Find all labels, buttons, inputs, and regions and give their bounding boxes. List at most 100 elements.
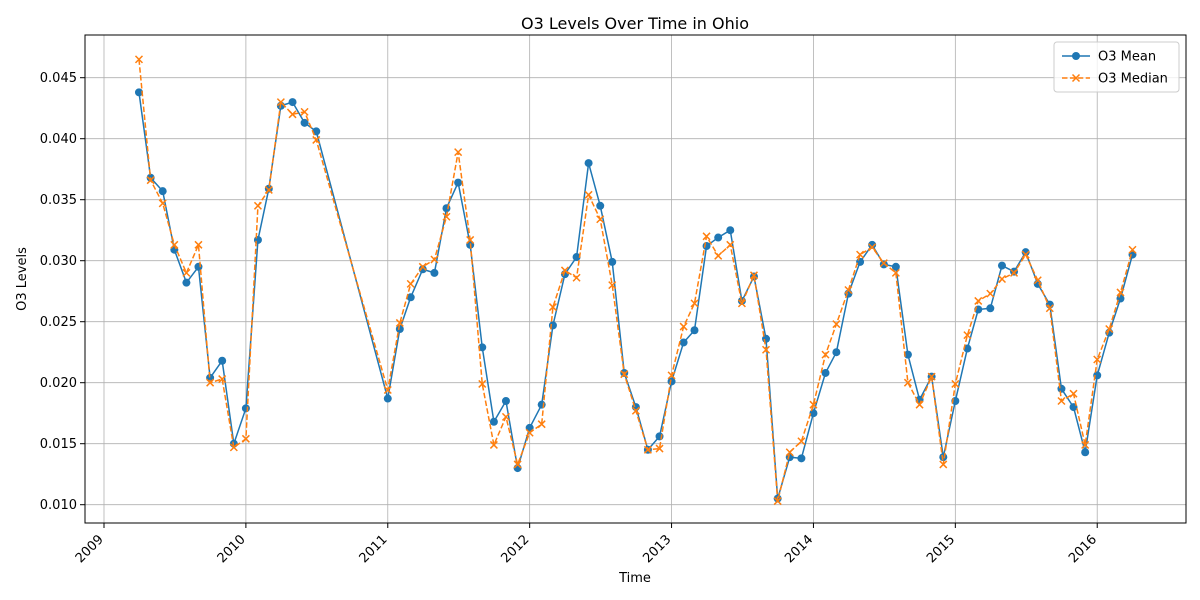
- y-tick-label: 0.045: [40, 71, 77, 86]
- o3-median-point: [927, 372, 936, 381]
- o3-median-point: [1057, 396, 1066, 406]
- o3-median-point: [537, 420, 546, 429]
- o3-mean-point: [288, 98, 297, 107]
- o3-median-point: [655, 444, 664, 453]
- o3-mean-point: [903, 350, 912, 359]
- o3-mean-point: [430, 268, 439, 277]
- o3-mean-point: [1057, 384, 1066, 393]
- o3-median-point: [620, 370, 629, 379]
- o3-mean-point: [891, 262, 900, 271]
- o3-median-line: [138, 59, 1134, 502]
- o3-median-point: [785, 448, 794, 457]
- o3-median-point: [986, 289, 995, 298]
- o3-median-point: [832, 320, 841, 329]
- o3-mean-point: [1081, 448, 1090, 457]
- plot-area: [85, 35, 1186, 523]
- o3-mean-point: [395, 325, 404, 334]
- o3-mean-point: [690, 326, 699, 335]
- o3-median-point: [879, 259, 888, 268]
- o3-median-point: [726, 240, 735, 249]
- o3-mean-point: [406, 293, 415, 302]
- o3-median-point: [276, 98, 285, 107]
- legend: O3 Mean O3 Median: [1053, 41, 1180, 93]
- o3-median-point: [915, 400, 924, 409]
- o3-median-point: [418, 262, 427, 271]
- o3-mean-point: [134, 88, 143, 97]
- o3-mean-point: [714, 233, 723, 242]
- o3-mean-point: [489, 417, 498, 426]
- o3-median-point: [264, 185, 273, 194]
- o3-median-point: [560, 266, 569, 275]
- y-tick-label: 0.035: [40, 193, 77, 208]
- o3-median-point: [797, 437, 806, 446]
- o3-median-point: [749, 271, 758, 280]
- o3-mean-point: [182, 278, 191, 287]
- o3-median-point: [1093, 355, 1102, 364]
- o3-median-point: [821, 350, 830, 359]
- legend-label-o3-median: O3 Median: [1098, 72, 1168, 87]
- o3-mean-point: [986, 304, 995, 313]
- o3-mean-point: [454, 178, 463, 187]
- chart-title: O3 Levels Over Time in Ohio: [521, 14, 749, 33]
- y-tick-label: 0.010: [40, 498, 77, 513]
- o3-median-point: [667, 371, 676, 380]
- o3-median-point: [513, 460, 522, 469]
- o3-mean-point: [478, 343, 487, 352]
- o3-mean-point: [963, 344, 972, 353]
- o3-median-point: [501, 412, 510, 421]
- o3-mean-point: [241, 404, 250, 413]
- o3-median-point: [679, 322, 688, 331]
- y-tick-label: 0.025: [40, 315, 77, 330]
- o3-mean-point: [501, 397, 510, 405]
- o3-median-point: [241, 434, 250, 443]
- o3-median-point: [572, 273, 581, 282]
- o3-median-point: [194, 240, 203, 249]
- o3-median-point: [478, 379, 487, 388]
- o3-median-point: [856, 250, 865, 259]
- o3-median-point: [229, 443, 238, 452]
- o3-mean-point: [572, 253, 581, 262]
- o3-median-point: [442, 212, 451, 221]
- o3-median-point: [584, 190, 593, 199]
- o3-median-point: [430, 255, 439, 264]
- o3-mean-point: [868, 240, 877, 249]
- o3-median-point: [1009, 268, 1019, 277]
- o3-median-point: [997, 274, 1007, 284]
- o3-median-point: [466, 235, 475, 244]
- o3-mean-point: [608, 257, 617, 266]
- o3-median-point: [1069, 389, 1078, 398]
- o3-median-point: [525, 428, 534, 437]
- o3-mean-point: [300, 118, 309, 127]
- o3-mean-point: [253, 235, 262, 244]
- o3-median-point: [608, 281, 617, 290]
- o3-median-point: [182, 268, 191, 277]
- o3-median-point: [146, 176, 155, 185]
- o3-median-point: [395, 318, 404, 327]
- o3-mean-point: [218, 356, 227, 365]
- o3-mean-point: [879, 260, 888, 269]
- o3-mean-point: [584, 159, 593, 168]
- o3-median-point: [1128, 245, 1137, 254]
- series-layer: [134, 55, 1137, 506]
- o3-mean-point: [158, 187, 167, 196]
- o3-median-point: [939, 460, 948, 469]
- o3-median-point: [702, 232, 711, 241]
- o3-mean-point: [596, 201, 605, 210]
- o3-median-point: [489, 440, 498, 449]
- o3-mean-point: [383, 394, 392, 403]
- y-axis-title: O3 Levels: [15, 247, 30, 311]
- o3-mean-point: [548, 321, 557, 330]
- o3-mean-point: [264, 184, 273, 193]
- o3-median-point: [844, 285, 853, 295]
- o3-median-point: [963, 331, 972, 340]
- o3-median-point: [596, 215, 605, 224]
- o3-mean-point: [726, 226, 735, 235]
- o3-median-point: [891, 268, 900, 277]
- o3-median-point: [454, 148, 463, 157]
- o3-median-point: [690, 299, 699, 308]
- o3-median-point: [714, 251, 723, 260]
- o3-mean-point: [679, 338, 688, 347]
- o3-median-point: [288, 110, 297, 119]
- o3-median-point: [206, 378, 215, 387]
- o3-median-point: [903, 378, 912, 387]
